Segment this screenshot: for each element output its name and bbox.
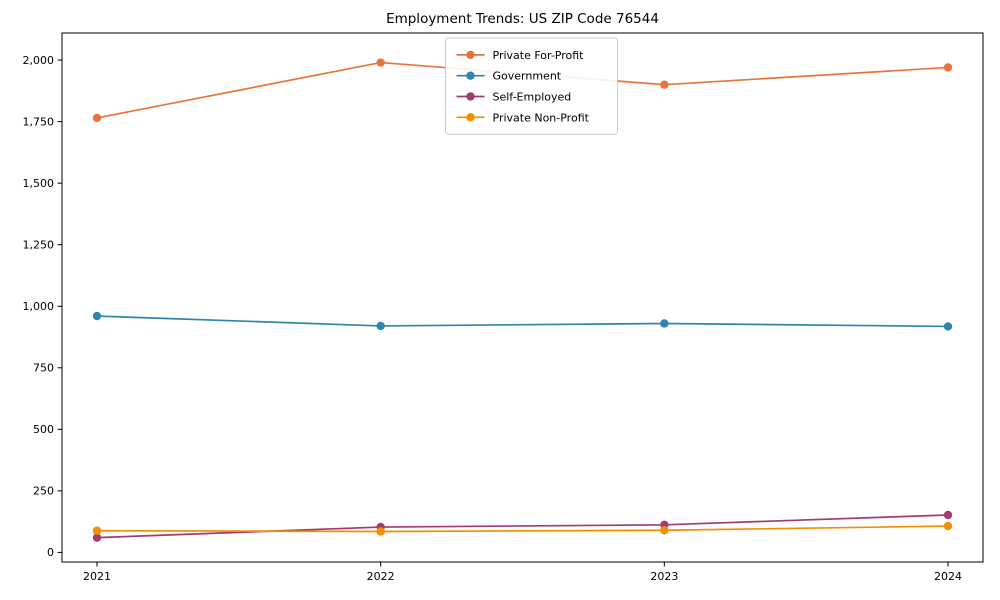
- legend-label: Private For-Profit: [493, 49, 585, 62]
- data-point-marker: [943, 322, 953, 331]
- legend-item: Government: [456, 70, 562, 83]
- y-tick-label: 1,250: [23, 238, 55, 251]
- x-tick-label: 2021: [83, 570, 111, 583]
- y-tick-label: 1,000: [23, 300, 55, 313]
- y-tick-label: 750: [33, 362, 54, 375]
- data-point-marker: [92, 526, 102, 535]
- y-tick-label: 2,000: [23, 54, 55, 67]
- data-point-marker: [943, 510, 953, 520]
- data-point-marker: [376, 321, 385, 331]
- data-point-marker: [943, 521, 953, 531]
- plot-border: [61, 32, 984, 563]
- legend-marker: [466, 50, 475, 60]
- series-government: [92, 311, 953, 331]
- data-point-marker: [660, 80, 669, 89]
- legend-item: Private Non-Profit: [456, 111, 590, 124]
- y-tick-label: 250: [33, 485, 54, 498]
- legend-item: Private For-Profit: [456, 49, 585, 62]
- legend-label: Government: [493, 70, 562, 83]
- data-point-marker: [376, 527, 385, 536]
- legend-marker: [466, 71, 475, 80]
- series-self-employed: [92, 510, 953, 542]
- legend-label: Self-Employed: [493, 91, 572, 104]
- data-point-marker: [92, 113, 102, 123]
- x-axis: 2021 2022 2023 2024: [83, 562, 962, 583]
- series-line: [96, 514, 949, 539]
- y-tick-label: 1,750: [23, 115, 55, 128]
- data-point-marker: [376, 58, 385, 67]
- svg-text:Employment Trends: US ZIP Code: Employment Trends: US ZIP Code 76544: [386, 11, 659, 27]
- legend: Private For-Profit Government Self-Employe…: [445, 37, 618, 135]
- x-tick-label: 2024: [934, 570, 962, 583]
- data-point-marker: [92, 311, 102, 321]
- series-private-non-profit: [92, 521, 953, 536]
- series-line: [96, 525, 949, 533]
- data-point-marker: [943, 63, 953, 72]
- chart-title: Employment Trends: US ZIP Code 76544: [386, 11, 659, 27]
- data-point-marker: [660, 319, 669, 328]
- y-axis: 0 250 500 750 1,000 1,250 1,500 1,750 2,000: [23, 54, 62, 559]
- data-point-marker: [660, 526, 669, 535]
- legend-marker: [466, 92, 475, 101]
- x-tick-label: 2022: [367, 570, 395, 583]
- y-tick-label: 500: [33, 423, 54, 436]
- y-tick-label: 0: [47, 546, 54, 559]
- legend-item: Self-Employed: [456, 91, 572, 104]
- data-point-marker: [92, 533, 102, 542]
- series-line: [96, 315, 949, 328]
- legend-marker: [466, 113, 475, 122]
- legend-box: [445, 37, 618, 135]
- x-tick-label: 2023: [650, 570, 678, 583]
- legend-label: Private Non-Profit: [493, 111, 590, 124]
- y-tick-label: 1,500: [23, 177, 55, 190]
